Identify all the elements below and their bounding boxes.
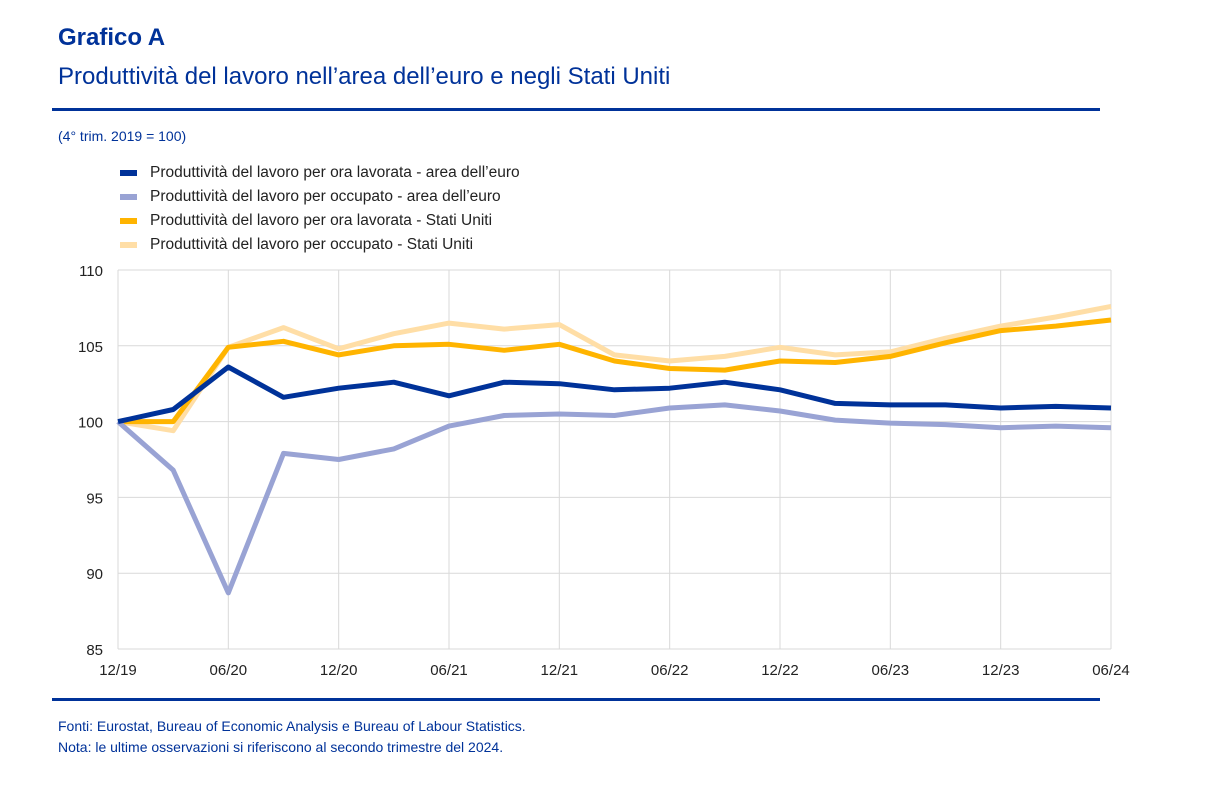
bottom-divider <box>52 698 1100 701</box>
x-tick-label: 06/22 <box>651 662 689 679</box>
legend-label: Produttività del lavoro per ora lavorata… <box>150 164 520 181</box>
line-chart: 85 90 95 100 105 110 12/19 06/20 12/20 06/21 12/2… <box>78 263 1130 679</box>
legend-swatch <box>120 170 137 176</box>
series-line-3 <box>117 303 1112 434</box>
x-tick-label: 06/21 <box>430 662 468 679</box>
legend-swatch <box>120 218 137 224</box>
x-tick-label: 12/21 <box>541 662 579 679</box>
legend-label: Produttività del lavoro per ora lavorata… <box>150 212 493 229</box>
legend-label: Produttività del lavoro per occupato - a… <box>150 188 501 205</box>
series-line-1 <box>116 402 1112 596</box>
y-tick-label: 110 <box>79 263 103 280</box>
y-tick-label: 90 <box>86 566 103 583</box>
y-tick-label: 100 <box>78 415 103 432</box>
top-divider <box>52 108 1100 111</box>
sources-note: Fonti: Eurostat, Bureau of Economic Anal… <box>58 718 526 734</box>
chart-subtitle: Produttività del lavoro nell’area dell’e… <box>58 63 671 90</box>
series-line-0 <box>117 364 1112 425</box>
x-tick-label: 12/23 <box>982 662 1020 679</box>
legend-item-ea-hour: Produttività del lavoro per ora lavorata… <box>120 161 520 185</box>
y-tick-label: 95 <box>86 490 103 507</box>
series-lines <box>116 303 1112 596</box>
footnote: Nota: le ultime osservazioni si riferisc… <box>58 739 504 755</box>
y-axis: 85 90 95 100 105 110 <box>78 263 103 659</box>
legend-item-us-employee: Produttività del lavoro per occupato - S… <box>120 233 520 257</box>
grid <box>117 269 1112 650</box>
series-line-2 <box>118 317 1112 425</box>
x-tick-label: 12/19 <box>99 662 137 679</box>
x-tick-label: 06/20 <box>210 662 248 679</box>
legend-swatch <box>120 242 137 248</box>
chart-title: Grafico A <box>58 24 166 51</box>
x-tick-label: 12/22 <box>761 662 799 679</box>
legend-swatch <box>120 194 137 200</box>
x-axis: 12/19 06/20 12/20 06/21 12/21 06/22 12/22 06/23… <box>99 662 1130 679</box>
legend-label: Produttività del lavoro per occupato - S… <box>150 236 474 253</box>
footer: Fonti: Eurostat, Bureau of Economic Anal… <box>58 716 526 758</box>
unit-note: (4° trim. 2019 = 100) <box>58 128 187 144</box>
legend-item-us-hour: Produttività del lavoro per ora lavorata… <box>120 209 520 233</box>
y-tick-label: 85 <box>86 642 103 659</box>
y-tick-label: 105 <box>78 339 103 356</box>
legend: Produttività del lavoro per ora lavorata… <box>120 161 520 257</box>
x-tick-label: 06/24 <box>1092 662 1130 679</box>
x-tick-label: 12/20 <box>320 662 358 679</box>
x-tick-label: 06/23 <box>872 662 910 679</box>
legend-item-ea-employee: Produttività del lavoro per occupato - a… <box>120 185 520 209</box>
